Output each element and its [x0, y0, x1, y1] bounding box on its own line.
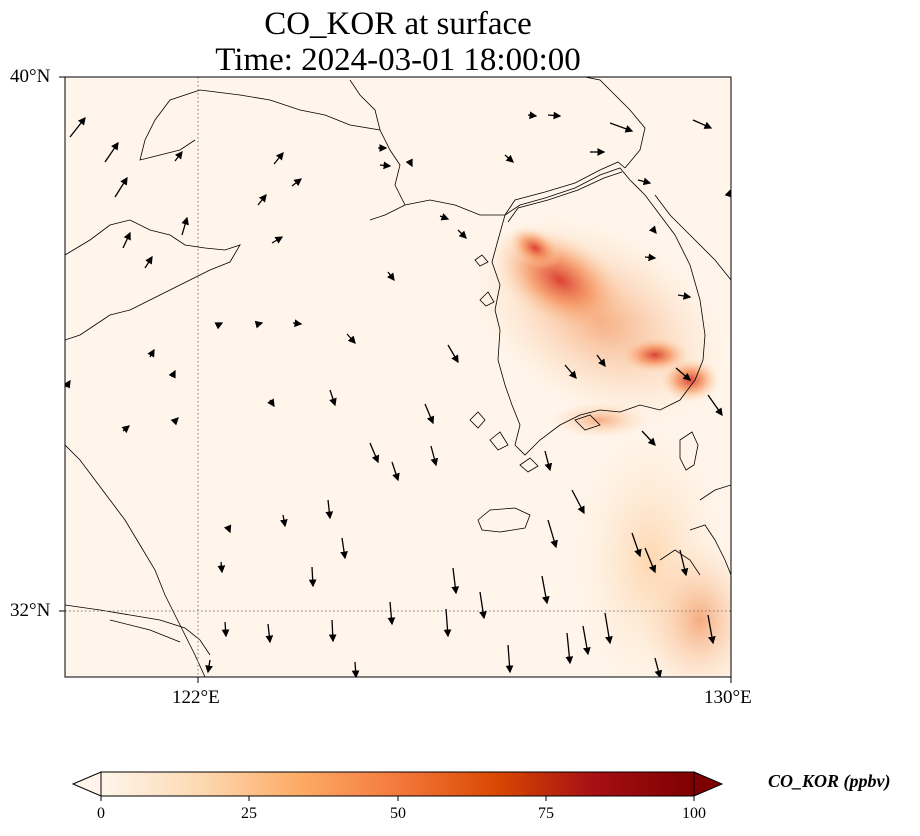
- wind-vector: [544, 450, 553, 472]
- wind-vector: [631, 532, 642, 558]
- wind-vector: [527, 111, 538, 120]
- wind-vector: [221, 621, 230, 638]
- wind-vector: [267, 398, 275, 408]
- wind-vector: [351, 661, 360, 677]
- wind-vector: [677, 292, 692, 300]
- wind-vector: [181, 216, 189, 236]
- wind-vector: [144, 255, 153, 269]
- wind-vector: [271, 236, 284, 244]
- x-tick-label-130e: 130°E: [704, 687, 752, 708]
- wind-vector: [547, 111, 562, 120]
- wind-vector: [547, 519, 558, 549]
- wind-vectors: [65, 111, 731, 677]
- wind-vector: [104, 141, 119, 163]
- wind-vector: [340, 537, 348, 560]
- wind-vector: [280, 514, 288, 528]
- colorbar-ticks: [100, 796, 695, 801]
- wind-vector: [564, 364, 577, 379]
- wind-vector: [582, 625, 591, 656]
- colorbar-tick-0: 0: [97, 805, 105, 822]
- wind-vector: [214, 322, 224, 330]
- wind-vector: [273, 151, 284, 165]
- wind-vector: [121, 425, 130, 434]
- wind-vector: [114, 176, 128, 198]
- coastlines: [65, 77, 731, 677]
- wind-vector: [369, 442, 380, 464]
- wind-vector: [541, 575, 550, 605]
- wind-vector: [637, 177, 652, 186]
- wind-vector: [644, 547, 657, 574]
- wind-vector: [325, 499, 334, 520]
- wind-vector: [168, 369, 176, 379]
- wind-vector: [405, 158, 413, 168]
- x-tick-label-122e: 122°E: [172, 687, 220, 708]
- wind-vector: [387, 601, 396, 626]
- wind-vector: [308, 566, 317, 588]
- colorbar-tick-25: 25: [241, 805, 257, 822]
- wind-vector: [65, 379, 71, 389]
- wind-vector: [692, 119, 713, 129]
- wind-vector: [571, 489, 585, 515]
- wind-vector: [596, 354, 606, 368]
- wind-vector: [386, 271, 395, 282]
- colorbar-min-extension: [71, 771, 102, 797]
- wind-vector: [648, 225, 657, 235]
- wind-vector: [174, 150, 183, 162]
- wind-vector: [457, 229, 467, 239]
- wind-vector: [69, 116, 86, 138]
- wind-vector: [479, 591, 487, 620]
- wind-vector: [122, 231, 131, 249]
- wind-vector: [328, 619, 337, 643]
- wind-vector: [379, 161, 392, 170]
- wind-vector: [644, 253, 657, 262]
- wind-vector: [329, 389, 337, 407]
- wind-vector: [604, 612, 613, 645]
- wind-vector: [223, 524, 232, 534]
- wind-vector: [505, 644, 514, 674]
- wind-vector: [391, 461, 400, 482]
- gridlines: [65, 77, 731, 677]
- colorbar-tick-50: 50: [390, 805, 406, 822]
- wind-vector: [675, 367, 691, 381]
- wind-vector: [447, 344, 459, 364]
- wind-vector: [170, 417, 179, 426]
- wind-vector: [654, 657, 663, 677]
- wind-vector: [265, 623, 274, 644]
- wind-vector: [707, 614, 716, 645]
- axis-ticks: [59, 76, 732, 683]
- wind-vector: [291, 178, 303, 187]
- colorbar-max-extension: [693, 771, 724, 797]
- wind-vector: [205, 659, 213, 674]
- co-concentration-field: [470, 215, 731, 677]
- wind-vector: [254, 320, 264, 329]
- map-time: Time: 2024-03-01 18:00:00: [215, 42, 581, 78]
- wind-vector: [147, 348, 155, 358]
- y-tick-label-32n: 32°N: [10, 600, 51, 621]
- wind-vector: [641, 430, 656, 446]
- wind-vector: [439, 213, 450, 221]
- wind-vector: [451, 567, 460, 595]
- colorbar-label: CO_KOR (ppbv): [768, 771, 891, 791]
- y-tick-label-40n: 40°N: [10, 66, 51, 87]
- wind-vector: [424, 403, 435, 425]
- wind-vector: [504, 154, 514, 163]
- map-title: CO_KOR at surface: [264, 6, 532, 42]
- colorbar-tick-100: 100: [682, 805, 706, 822]
- wind-vector: [679, 549, 689, 577]
- wind-vector: [346, 333, 356, 344]
- map-frame: [64, 76, 732, 678]
- wind-vector: [430, 445, 439, 467]
- wind-vector: [257, 193, 267, 206]
- wind-vector: [443, 608, 452, 638]
- wind-vector: [707, 394, 723, 417]
- wind-vector: [565, 632, 574, 665]
- colorbar-body: [100, 771, 695, 797]
- colorbar-tick-75: 75: [538, 805, 554, 822]
- wind-vector: [609, 122, 634, 133]
- wind-vector: [724, 189, 731, 198]
- wind-vector: [292, 319, 303, 328]
- wind-vector: [217, 561, 226, 574]
